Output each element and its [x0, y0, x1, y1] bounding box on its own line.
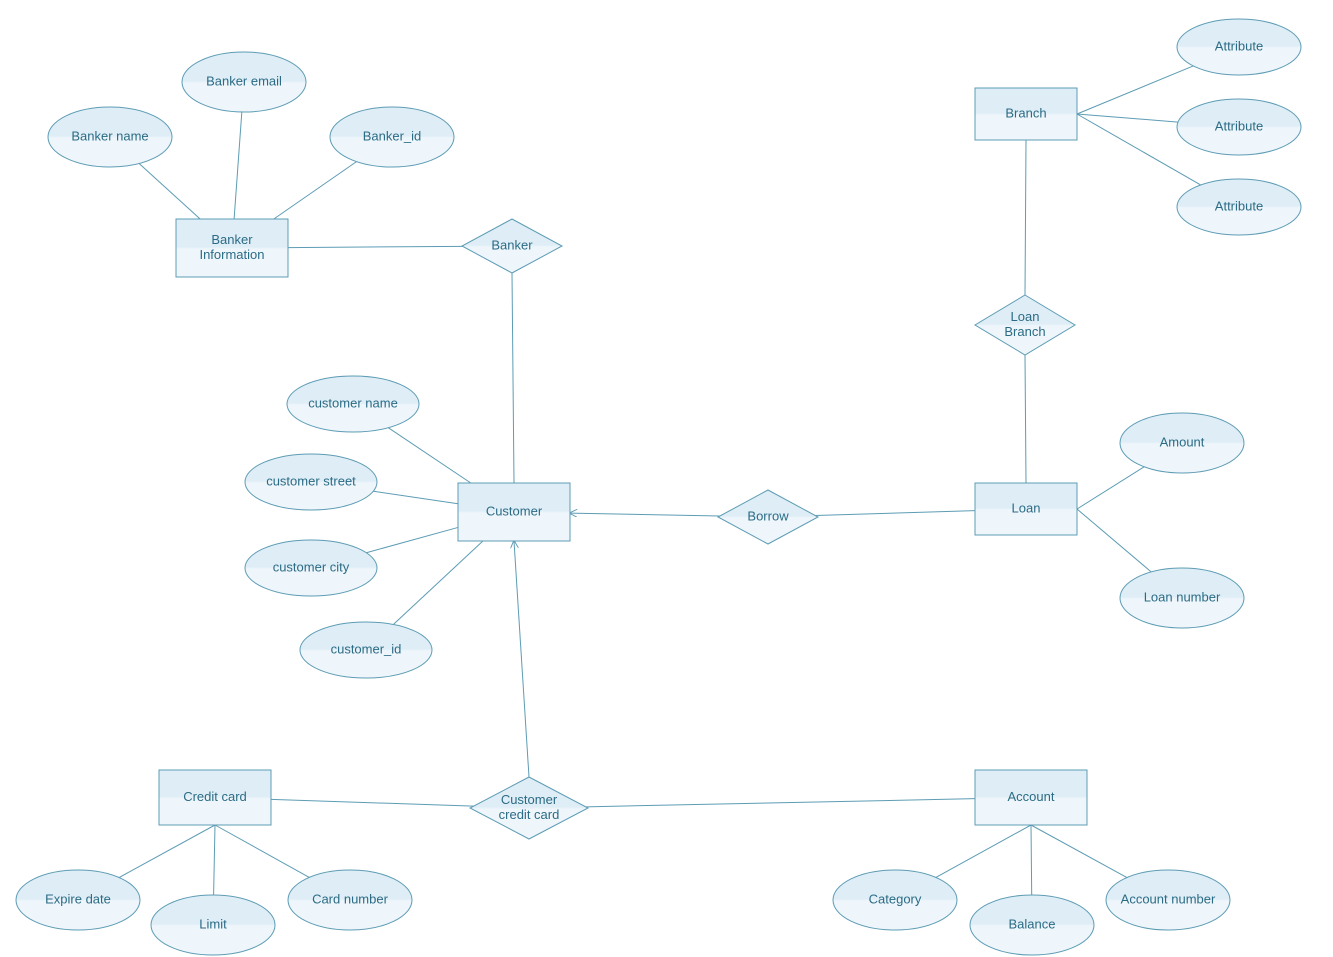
label-text: Banker — [211, 232, 253, 247]
label-text: Loan number — [1144, 589, 1221, 604]
edge — [1031, 825, 1127, 878]
label-text: credit card — [499, 807, 560, 822]
attribute-banker_name: Banker name — [48, 107, 172, 167]
label-text: Banker name — [71, 128, 148, 143]
label-text: Branch — [1005, 105, 1046, 120]
relationship-banker: Banker — [462, 219, 562, 273]
attribute-branch_attr2: Attribute — [1177, 99, 1301, 155]
edge — [234, 112, 242, 219]
attribute-acct_category: Category — [833, 870, 957, 930]
attribute-banker_email: Banker email — [182, 52, 306, 112]
attribute-loan_amount: Amount — [1120, 413, 1244, 473]
label-text: Branch — [1004, 324, 1045, 339]
edge — [373, 491, 458, 504]
label-text: Banker_id — [363, 128, 422, 143]
label-text: Loan — [1012, 500, 1041, 515]
edge — [1077, 66, 1193, 114]
label-text: Banker — [491, 237, 533, 252]
label-text: Attribute — [1215, 118, 1263, 133]
edge — [1025, 140, 1026, 295]
label-text: Borrow — [747, 508, 789, 523]
label-text: Customer — [501, 792, 558, 807]
entity-banker_info: BankerInformation — [176, 219, 288, 277]
attribute-cust_name: customer name — [287, 376, 419, 432]
edge — [815, 511, 975, 516]
entity-customer: Customer — [458, 483, 570, 541]
edge — [586, 799, 975, 807]
entity-loan: Loan — [975, 483, 1077, 535]
edge — [1025, 355, 1026, 483]
label-text: Credit card — [183, 789, 247, 804]
attribute-acct_number: Account number — [1106, 870, 1230, 930]
label-text: Category — [869, 891, 922, 906]
label-text: Banker email — [206, 73, 282, 88]
edge — [388, 428, 470, 483]
label-text: Account — [1008, 789, 1055, 804]
edge — [1077, 114, 1178, 122]
label-text: Amount — [1160, 434, 1205, 449]
shapes-layer: BankerInformationBranchCustomerLoanCredi… — [16, 19, 1301, 955]
edge — [274, 162, 357, 219]
label-text: Customer — [486, 503, 543, 518]
attribute-cust_street: customer street — [245, 454, 377, 510]
attribute-branch_attr1: Attribute — [1177, 19, 1301, 75]
edge — [512, 273, 514, 483]
label-text: Information — [199, 247, 264, 262]
edge — [214, 825, 215, 895]
label-text: customer_id — [331, 641, 402, 656]
edge — [288, 246, 463, 247]
label-text: Limit — [199, 916, 227, 931]
edge — [366, 527, 458, 552]
attribute-branch_attr3: Attribute — [1177, 179, 1301, 235]
entity-credit_card: Credit card — [159, 770, 271, 825]
label-text: Account number — [1121, 891, 1216, 906]
label-text: customer street — [266, 473, 356, 488]
attribute-acct_balance: Balance — [970, 895, 1094, 955]
er-diagram: BankerInformationBranchCustomerLoanCredi… — [0, 0, 1333, 957]
label-text: Loan — [1011, 309, 1040, 324]
label-text: customer name — [308, 395, 398, 410]
edge — [139, 163, 200, 219]
attribute-banker_id: Banker_id — [330, 107, 454, 167]
label-text: Attribute — [1215, 38, 1263, 53]
label-text: Card number — [312, 891, 389, 906]
edge — [215, 825, 309, 877]
relationship-cust_cc: Customercredit card — [470, 777, 588, 839]
entity-branch: Branch — [975, 88, 1077, 140]
attribute-cc_number: Card number — [288, 870, 412, 930]
edge — [393, 541, 483, 625]
label-text: customer city — [273, 559, 350, 574]
edge — [570, 513, 720, 516]
edge — [119, 825, 215, 878]
label-text: Balance — [1009, 916, 1056, 931]
edge — [1077, 467, 1144, 509]
label-text: Expire date — [45, 891, 111, 906]
attribute-cc_limit: Limit — [151, 895, 275, 955]
attribute-cust_id: customer_id — [300, 622, 432, 678]
relationship-borrow: Borrow — [718, 490, 818, 544]
entity-account: Account — [975, 770, 1087, 825]
attribute-cc_expire: Expire date — [16, 870, 140, 930]
edge — [514, 541, 529, 777]
edge — [1031, 825, 1032, 895]
edge — [271, 799, 474, 806]
attribute-loan_number: Loan number — [1120, 568, 1244, 628]
edge — [1077, 509, 1151, 572]
edge — [936, 825, 1031, 877]
label-text: Attribute — [1215, 198, 1263, 213]
attribute-cust_city: customer city — [245, 540, 377, 596]
relationship-loan_branch: LoanBranch — [975, 295, 1075, 355]
